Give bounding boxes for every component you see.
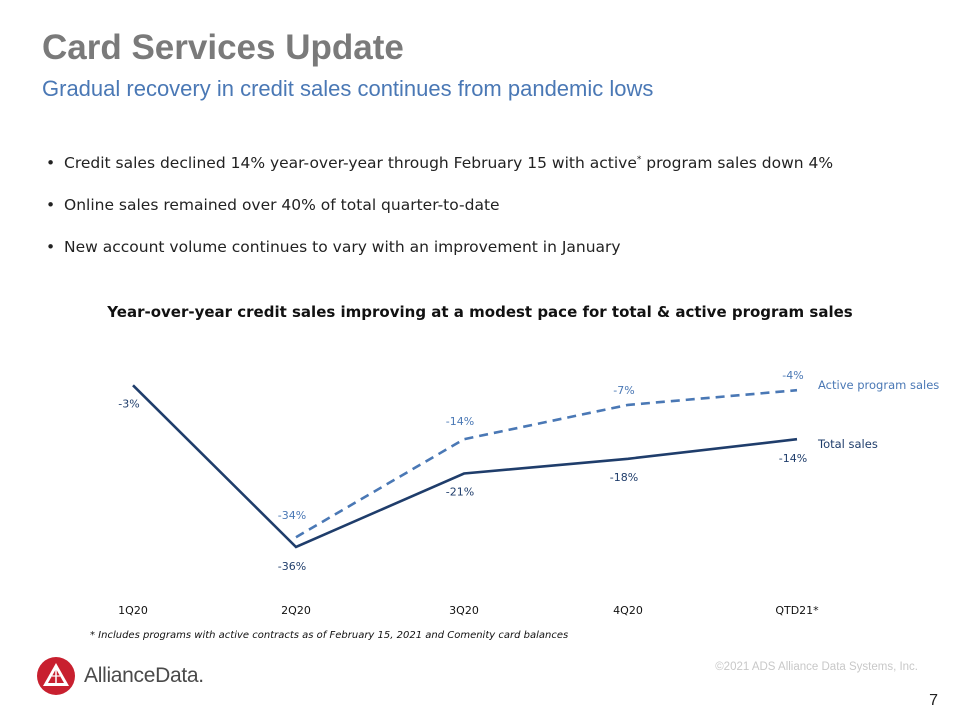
company-logo: AllianceData. [36, 656, 204, 696]
data-label: -3% [118, 397, 139, 410]
bullet-dot-icon: • [46, 196, 56, 214]
bullet-text: New account volume continues to vary wit… [64, 238, 621, 256]
data-label: -7% [613, 384, 634, 397]
x-tick-label: 3Q20 [449, 604, 479, 617]
page-subtitle: Gradual recovery in credit sales continu… [42, 76, 654, 101]
legend-label: Total sales [817, 437, 878, 451]
logo-text: AllianceData. [84, 664, 204, 687]
data-label: -14% [446, 415, 474, 428]
data-label: -14% [779, 452, 807, 465]
bullet-dot-icon: • [46, 154, 56, 172]
bullet-text: Credit sales declined 14% year-over-year… [64, 154, 637, 172]
data-label: -4% [782, 369, 803, 382]
legend-label: Active program sales [818, 378, 939, 392]
total-sales-line [132, 384, 798, 549]
data-label: -36% [278, 560, 306, 573]
bullet-text-tail: program sales down 4% [641, 154, 834, 172]
x-tick-label: 4Q20 [613, 604, 643, 617]
data-label: -18% [610, 471, 638, 484]
chart-title: Year-over-year credit sales improving at… [107, 303, 853, 321]
x-tick-label: 2Q20 [281, 604, 311, 617]
bullet-item: • Online sales remained over 40% of total… [44, 194, 944, 236]
bullet-item: • New account volume continues to vary wi… [44, 236, 944, 278]
data-label: -21% [446, 486, 474, 499]
page-number: 7 [929, 692, 938, 709]
bullet-text: Online sales remained over 40% of total … [64, 196, 500, 214]
footnote: * Includes programs with active contract… [90, 630, 569, 641]
data-label: -34% [278, 509, 306, 522]
bullet-item: • Credit sales declined 14% year-over-yea… [44, 152, 944, 194]
x-tick-label: QTD21* [775, 604, 819, 617]
active-program-line [295, 388, 798, 539]
x-tick-label: 1Q20 [118, 604, 148, 617]
page-title: Card Services Update [42, 28, 404, 67]
alliance-data-logo-icon [37, 657, 75, 695]
copyright: ©2021 ADS Alliance Data Systems, Inc. [715, 661, 918, 673]
bullet-list: • Credit sales declined 14% year-over-yea… [44, 152, 944, 278]
footnote-marker: * [636, 154, 642, 165]
bullet-dot-icon: • [46, 238, 56, 256]
